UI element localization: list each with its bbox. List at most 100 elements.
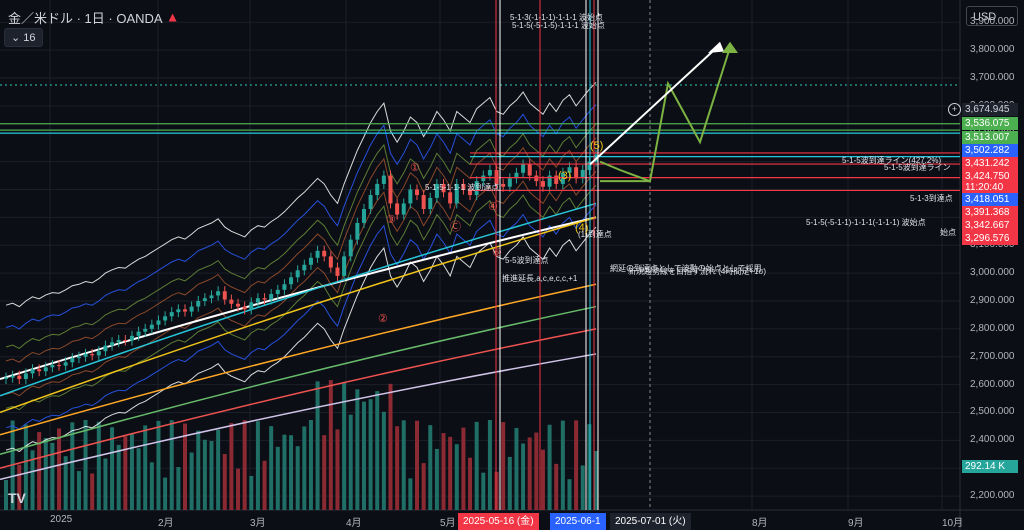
volume-bar	[70, 422, 75, 510]
volume-bar	[567, 479, 572, 510]
volume-bar	[156, 420, 161, 510]
forecast-path-start	[599, 160, 651, 183]
candle-body	[434, 183, 439, 198]
volume-bar	[249, 475, 254, 510]
candle-body	[169, 312, 174, 317]
volume-bar	[255, 421, 260, 510]
candle-body	[50, 365, 55, 368]
candle-body	[507, 178, 512, 187]
candle-body	[196, 300, 201, 307]
volume-bar	[335, 429, 340, 510]
y-axis-tick-label: 3,900.000	[970, 16, 1015, 28]
candle-body	[308, 257, 313, 265]
candle-body	[182, 309, 187, 312]
volume-bar	[176, 467, 181, 510]
x-axis-tick-label: 4月	[346, 518, 362, 529]
volume-bar	[474, 421, 479, 510]
candle-body	[236, 303, 241, 307]
volume-bar	[454, 444, 459, 510]
volume-bar	[282, 434, 287, 510]
y-axis-tick-label: 3,000.000	[970, 267, 1015, 279]
candle-body	[428, 197, 433, 210]
volume-bar	[580, 465, 585, 510]
volume-bar	[428, 425, 433, 510]
candle-body	[129, 335, 134, 341]
candle-body	[454, 183, 459, 204]
candle-body	[580, 170, 585, 179]
volume-bar	[547, 424, 552, 510]
wave-label: ③	[386, 214, 396, 226]
volume-bar	[348, 414, 353, 510]
moving-average-line	[0, 216, 597, 380]
candle-body	[96, 351, 101, 356]
candle-body	[249, 302, 254, 310]
currency-select[interactable]: USD	[966, 6, 1018, 26]
chart-annotation: 5-1-5-1-1-1 波到達点	[425, 183, 500, 192]
volume-bar	[76, 471, 81, 510]
volume-bar	[342, 382, 347, 510]
volume-bar	[83, 420, 88, 510]
market-status-icon	[168, 13, 177, 22]
volume-bar	[103, 458, 108, 510]
volume-bar	[275, 446, 280, 510]
volume-bar	[507, 456, 512, 510]
candle-body	[501, 183, 506, 187]
x-axis-tick-label: 2月	[158, 518, 174, 529]
volume-bar	[23, 424, 28, 510]
candle-body	[461, 183, 466, 190]
volume-bar	[381, 411, 386, 510]
volume-bar	[37, 432, 42, 510]
candle-body	[17, 375, 22, 380]
volume-bar	[242, 420, 247, 510]
symbol-header[interactable]: 金／米ドル · 1日 · OANDA	[8, 8, 177, 27]
candle-body	[381, 175, 386, 184]
candle-body	[57, 365, 62, 367]
volume-bar	[236, 468, 241, 510]
candle-body	[348, 239, 353, 257]
forecast-arrow-head	[722, 41, 738, 53]
candle-body	[587, 161, 592, 170]
volume-bar	[368, 399, 373, 510]
candle-body	[116, 340, 121, 343]
x-axis-tick-label: 9月	[848, 518, 864, 529]
wave-label: (3)	[558, 170, 572, 182]
volume-bar	[229, 423, 234, 510]
volume-bar	[222, 453, 227, 510]
candle-body	[103, 345, 108, 352]
candle-body	[302, 264, 307, 271]
volume-bar	[441, 433, 446, 510]
volume-bar	[116, 444, 121, 510]
volume-bar	[481, 472, 486, 510]
y-axis-tick-label: 3,800.000	[970, 44, 1015, 56]
candle-body	[76, 356, 81, 359]
forecast-path	[600, 47, 731, 183]
candle-body	[123, 340, 128, 341]
chart-annotation: 5-1-5波到達ライン	[884, 163, 951, 172]
volume-bar	[90, 473, 95, 510]
volume-bar	[289, 435, 294, 510]
candle-body	[176, 309, 181, 313]
candle-body	[83, 353, 88, 357]
bollinger-band	[5, 204, 597, 430]
volume-bar	[361, 401, 366, 510]
x-axis-tick-label: 2025	[50, 514, 73, 525]
candle-body	[149, 324, 154, 329]
volume-bar	[461, 427, 466, 510]
wave-label: ②	[378, 313, 388, 325]
candle-body	[335, 267, 340, 276]
volume-bar	[202, 439, 207, 510]
volume-bar	[269, 426, 274, 510]
candle-body	[448, 192, 453, 204]
volume-bar	[262, 460, 267, 510]
indicator-toggle-button[interactable]: ⌄ 16	[4, 28, 43, 47]
volume-bar	[415, 420, 420, 510]
volume-bar	[408, 478, 413, 510]
x-axis-tick-label: 5月	[440, 518, 456, 529]
candle-body	[275, 289, 280, 295]
candle-body	[574, 167, 579, 179]
volume-bar	[554, 463, 559, 510]
candle-body	[540, 181, 545, 187]
time-marker-label: 2025-05-16 (金)	[458, 513, 539, 530]
volume-bar	[129, 433, 134, 510]
